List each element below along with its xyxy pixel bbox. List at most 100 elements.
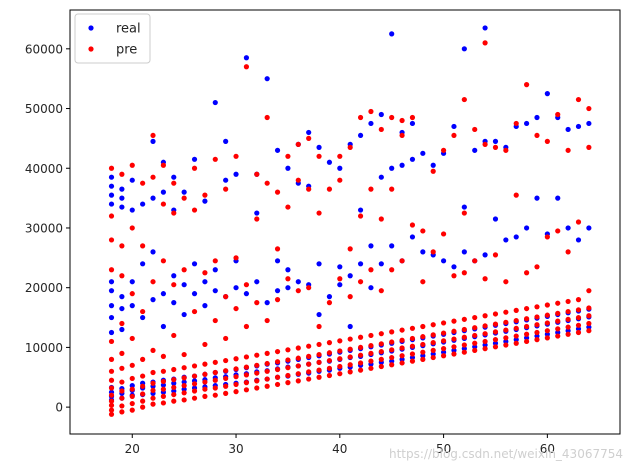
- point-real-61: [181, 189, 187, 195]
- point-pre-235: [389, 267, 395, 273]
- point-real-233: [503, 338, 509, 345]
- point-pre-200: [347, 354, 353, 360]
- point-pre-240: [399, 345, 405, 351]
- point-pre-344: [544, 234, 550, 240]
- point-pre-367: [586, 328, 592, 334]
- point-pre-63: [171, 391, 177, 398]
- point-pre-343: [544, 302, 550, 308]
- point-real-89: [233, 285, 239, 291]
- point-pre-49: [150, 347, 156, 353]
- point-pre-236: [389, 186, 395, 192]
- point-real-136: [316, 261, 322, 267]
- point-pre-256: [420, 334, 426, 340]
- point-pre-282: [461, 342, 467, 348]
- point-pre-188: [326, 300, 333, 306]
- point-pre-150: [274, 189, 281, 195]
- point-pre-184: [326, 365, 333, 371]
- point-real-217: [472, 344, 478, 350]
- point-real-9: [108, 201, 115, 207]
- point-pre-177: [316, 359, 322, 365]
- point-pre-155: [285, 347, 291, 353]
- point-pre-59: [160, 258, 166, 264]
- point-pre-144: [274, 374, 281, 380]
- point-pre-195: [337, 276, 343, 282]
- point-pre-276: [451, 336, 457, 342]
- point-real-66: [191, 261, 198, 267]
- point-pre-18: [119, 379, 125, 385]
- point-real-27: [129, 207, 135, 213]
- point-pre-115: [233, 356, 239, 362]
- point-pre-67: [171, 332, 177, 339]
- point-real-112: [274, 258, 281, 264]
- point-pre-168: [306, 369, 312, 375]
- point-real-59: [181, 311, 187, 318]
- legend-marker-real: [88, 25, 94, 31]
- point-real-171: [378, 174, 384, 180]
- point-pre-93: [202, 270, 208, 276]
- legend-marker-pre: [88, 46, 94, 52]
- point-pre-267: [440, 353, 447, 359]
- point-real-16: [119, 326, 125, 333]
- point-real-137: [316, 144, 322, 150]
- point-pre-223: [378, 356, 384, 362]
- point-pre-366: [575, 96, 582, 103]
- point-real-231: [492, 216, 499, 222]
- point-pre-234: [389, 329, 395, 335]
- point-pre-6: [108, 377, 115, 383]
- point-real-166: [368, 120, 374, 127]
- point-pre-290: [472, 340, 478, 346]
- point-pre-196: [337, 177, 343, 183]
- point-pre-8: [108, 356, 115, 362]
- point-real-32: [140, 314, 146, 321]
- point-pre-167: [306, 376, 312, 382]
- point-real-21: [119, 186, 125, 192]
- point-pre-215: [368, 358, 374, 364]
- point-pre-205: [347, 144, 353, 150]
- point-real-79: [212, 99, 218, 106]
- point-pre-14: [119, 409, 125, 415]
- point-real-96: [243, 55, 250, 61]
- point-pre-162: [295, 355, 301, 361]
- legend-label-pre: pre: [116, 43, 137, 58]
- point-real-267: [565, 126, 571, 133]
- point-pre-169: [306, 361, 312, 367]
- point-pre-199: [347, 362, 353, 368]
- point-real-7: [108, 288, 115, 294]
- point-pre-99: [212, 359, 218, 365]
- point-real-243: [524, 335, 530, 341]
- point-pre-37: [140, 391, 146, 397]
- point-real-26: [129, 279, 135, 285]
- point-pre-92: [202, 341, 208, 348]
- point-pre-311: [503, 342, 509, 348]
- point-real-204: [440, 258, 447, 264]
- point-real-170: [378, 261, 384, 267]
- point-pre-260: [430, 354, 436, 361]
- point-real-56: [181, 386, 187, 392]
- point-pre-7: [108, 368, 115, 374]
- point-pre-321: [513, 317, 519, 324]
- point-pre-20: [119, 350, 125, 356]
- point-pre-0: [108, 411, 115, 417]
- point-real-276: [586, 225, 592, 231]
- point-real-176: [389, 243, 395, 249]
- point-pre-298: [482, 331, 488, 337]
- point-pre-26: [129, 400, 135, 407]
- point-pre-51: [150, 174, 156, 180]
- point-pre-2: [108, 402, 115, 408]
- point-real-19: [119, 204, 125, 210]
- point-pre-41: [140, 308, 146, 315]
- point-real-8: [108, 279, 115, 285]
- point-pre-292: [472, 325, 478, 331]
- point-pre-17: [119, 388, 125, 394]
- point-pre-219: [368, 267, 374, 273]
- point-pre-25: [129, 407, 135, 413]
- point-pre-75: [181, 365, 187, 371]
- point-pre-316: [503, 279, 509, 285]
- point-pre-86: [191, 165, 198, 171]
- point-real-47: [160, 189, 166, 195]
- x-tick-label-40: 40: [332, 442, 347, 456]
- point-pre-34: [129, 162, 135, 168]
- point-pre-132: [254, 300, 260, 306]
- point-pre-175: [316, 374, 322, 380]
